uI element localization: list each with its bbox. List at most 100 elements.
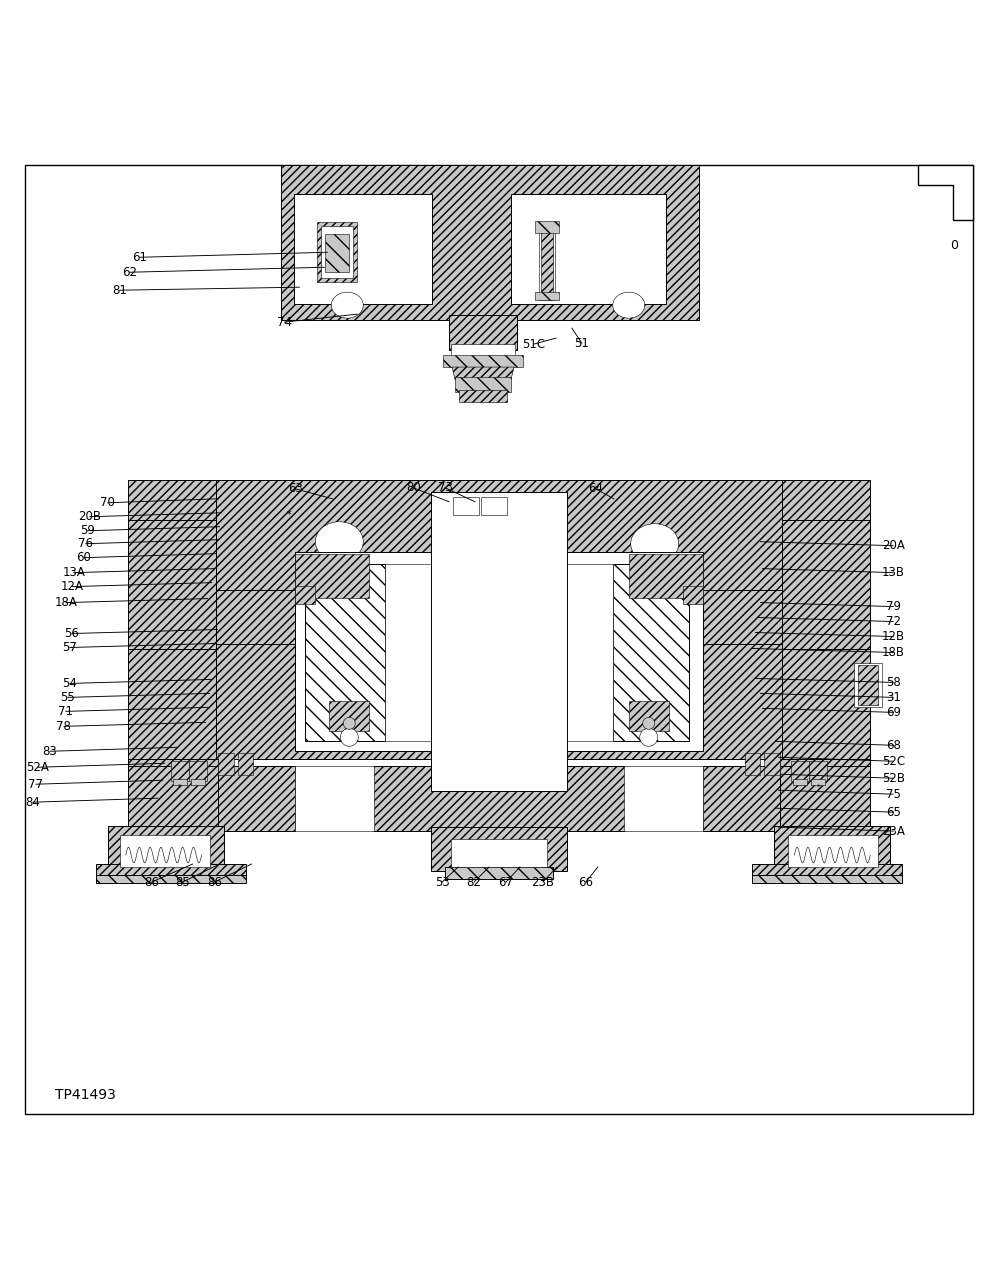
Text: 79: 79	[885, 600, 901, 613]
Bar	[189, 761, 207, 781]
Bar	[788, 835, 878, 867]
Text: 12B: 12B	[881, 631, 905, 643]
Bar	[455, 377, 511, 391]
Text: *: *	[816, 784, 820, 790]
Bar	[431, 492, 567, 792]
Bar	[120, 835, 210, 867]
Text: 0: 0	[950, 239, 958, 252]
Bar	[453, 496, 479, 514]
Bar	[317, 223, 357, 283]
Bar	[128, 519, 216, 650]
Bar	[96, 875, 246, 883]
Text: 31: 31	[886, 691, 900, 703]
Bar	[752, 865, 902, 879]
Ellipse shape	[315, 522, 363, 561]
Text: 23B: 23B	[531, 876, 555, 889]
Ellipse shape	[340, 728, 358, 746]
Text: 69: 69	[885, 706, 901, 719]
Bar	[329, 701, 369, 732]
Bar	[321, 226, 353, 279]
Text: 60: 60	[77, 551, 91, 564]
Text: 86: 86	[208, 876, 222, 889]
Bar	[613, 564, 689, 742]
Bar	[782, 519, 870, 650]
Text: 23A: 23A	[882, 825, 904, 838]
Bar	[295, 766, 374, 831]
Bar	[752, 875, 902, 883]
Text: 20A: 20A	[882, 540, 904, 553]
Bar	[481, 496, 507, 514]
Text: TP41493: TP41493	[55, 1087, 116, 1101]
Text: 75: 75	[886, 788, 900, 801]
Text: 68: 68	[886, 739, 900, 752]
Ellipse shape	[613, 292, 645, 318]
Ellipse shape	[475, 523, 523, 564]
Text: 62: 62	[122, 266, 138, 279]
Bar	[305, 564, 385, 742]
Text: 67: 67	[498, 876, 514, 889]
Bar	[774, 826, 890, 871]
Ellipse shape	[643, 718, 655, 729]
Bar	[449, 495, 479, 517]
Text: 51C: 51C	[522, 338, 546, 350]
Bar	[703, 766, 780, 831]
Bar	[764, 753, 780, 775]
Bar	[171, 761, 189, 781]
Text: *: *	[287, 510, 291, 519]
Text: 13A: 13A	[63, 567, 85, 579]
Bar	[191, 779, 205, 785]
Text: 81: 81	[113, 284, 127, 297]
Bar	[295, 586, 315, 604]
Text: 78: 78	[57, 720, 71, 733]
Bar	[325, 234, 349, 272]
Bar	[173, 779, 187, 785]
Text: 12A: 12A	[60, 581, 84, 593]
Bar	[294, 194, 432, 304]
Text: 72: 72	[885, 615, 901, 628]
Text: 52A: 52A	[27, 761, 49, 774]
Ellipse shape	[331, 292, 363, 318]
Bar	[858, 665, 878, 705]
Bar	[791, 761, 809, 781]
Bar	[128, 480, 870, 519]
Text: 82: 82	[467, 876, 481, 889]
Ellipse shape	[343, 718, 355, 729]
Bar	[128, 766, 218, 831]
Text: 55: 55	[61, 691, 75, 703]
Text: 59: 59	[81, 524, 95, 537]
Bar	[385, 564, 613, 742]
Text: 71: 71	[58, 705, 74, 718]
Text: 56: 56	[65, 627, 79, 640]
Text: 84: 84	[26, 796, 40, 808]
Bar	[780, 650, 870, 769]
Ellipse shape	[631, 523, 679, 564]
Bar	[443, 356, 523, 367]
Text: *: *	[178, 784, 182, 790]
Bar	[373, 766, 625, 831]
Polygon shape	[780, 760, 870, 769]
Bar	[281, 165, 699, 320]
Text: 76: 76	[78, 537, 94, 550]
Text: 65: 65	[886, 806, 900, 819]
Bar	[238, 753, 253, 775]
Bar	[216, 480, 782, 595]
Bar	[780, 766, 870, 831]
Text: 53: 53	[435, 876, 449, 889]
Bar	[216, 590, 305, 650]
Bar	[809, 761, 827, 781]
Bar	[624, 766, 703, 831]
Text: 85: 85	[176, 876, 190, 889]
Bar	[459, 390, 507, 402]
Bar	[511, 194, 666, 304]
Bar	[629, 701, 669, 732]
Bar	[535, 221, 559, 233]
Text: 58: 58	[886, 675, 900, 689]
Text: 63: 63	[288, 482, 302, 495]
Bar	[854, 664, 882, 707]
Text: 80: 80	[406, 481, 420, 494]
Text: 73: 73	[438, 481, 452, 494]
Text: 52C: 52C	[881, 755, 905, 767]
Text: 74: 74	[276, 316, 292, 329]
Text: 54: 54	[63, 677, 77, 689]
Bar	[539, 229, 555, 301]
